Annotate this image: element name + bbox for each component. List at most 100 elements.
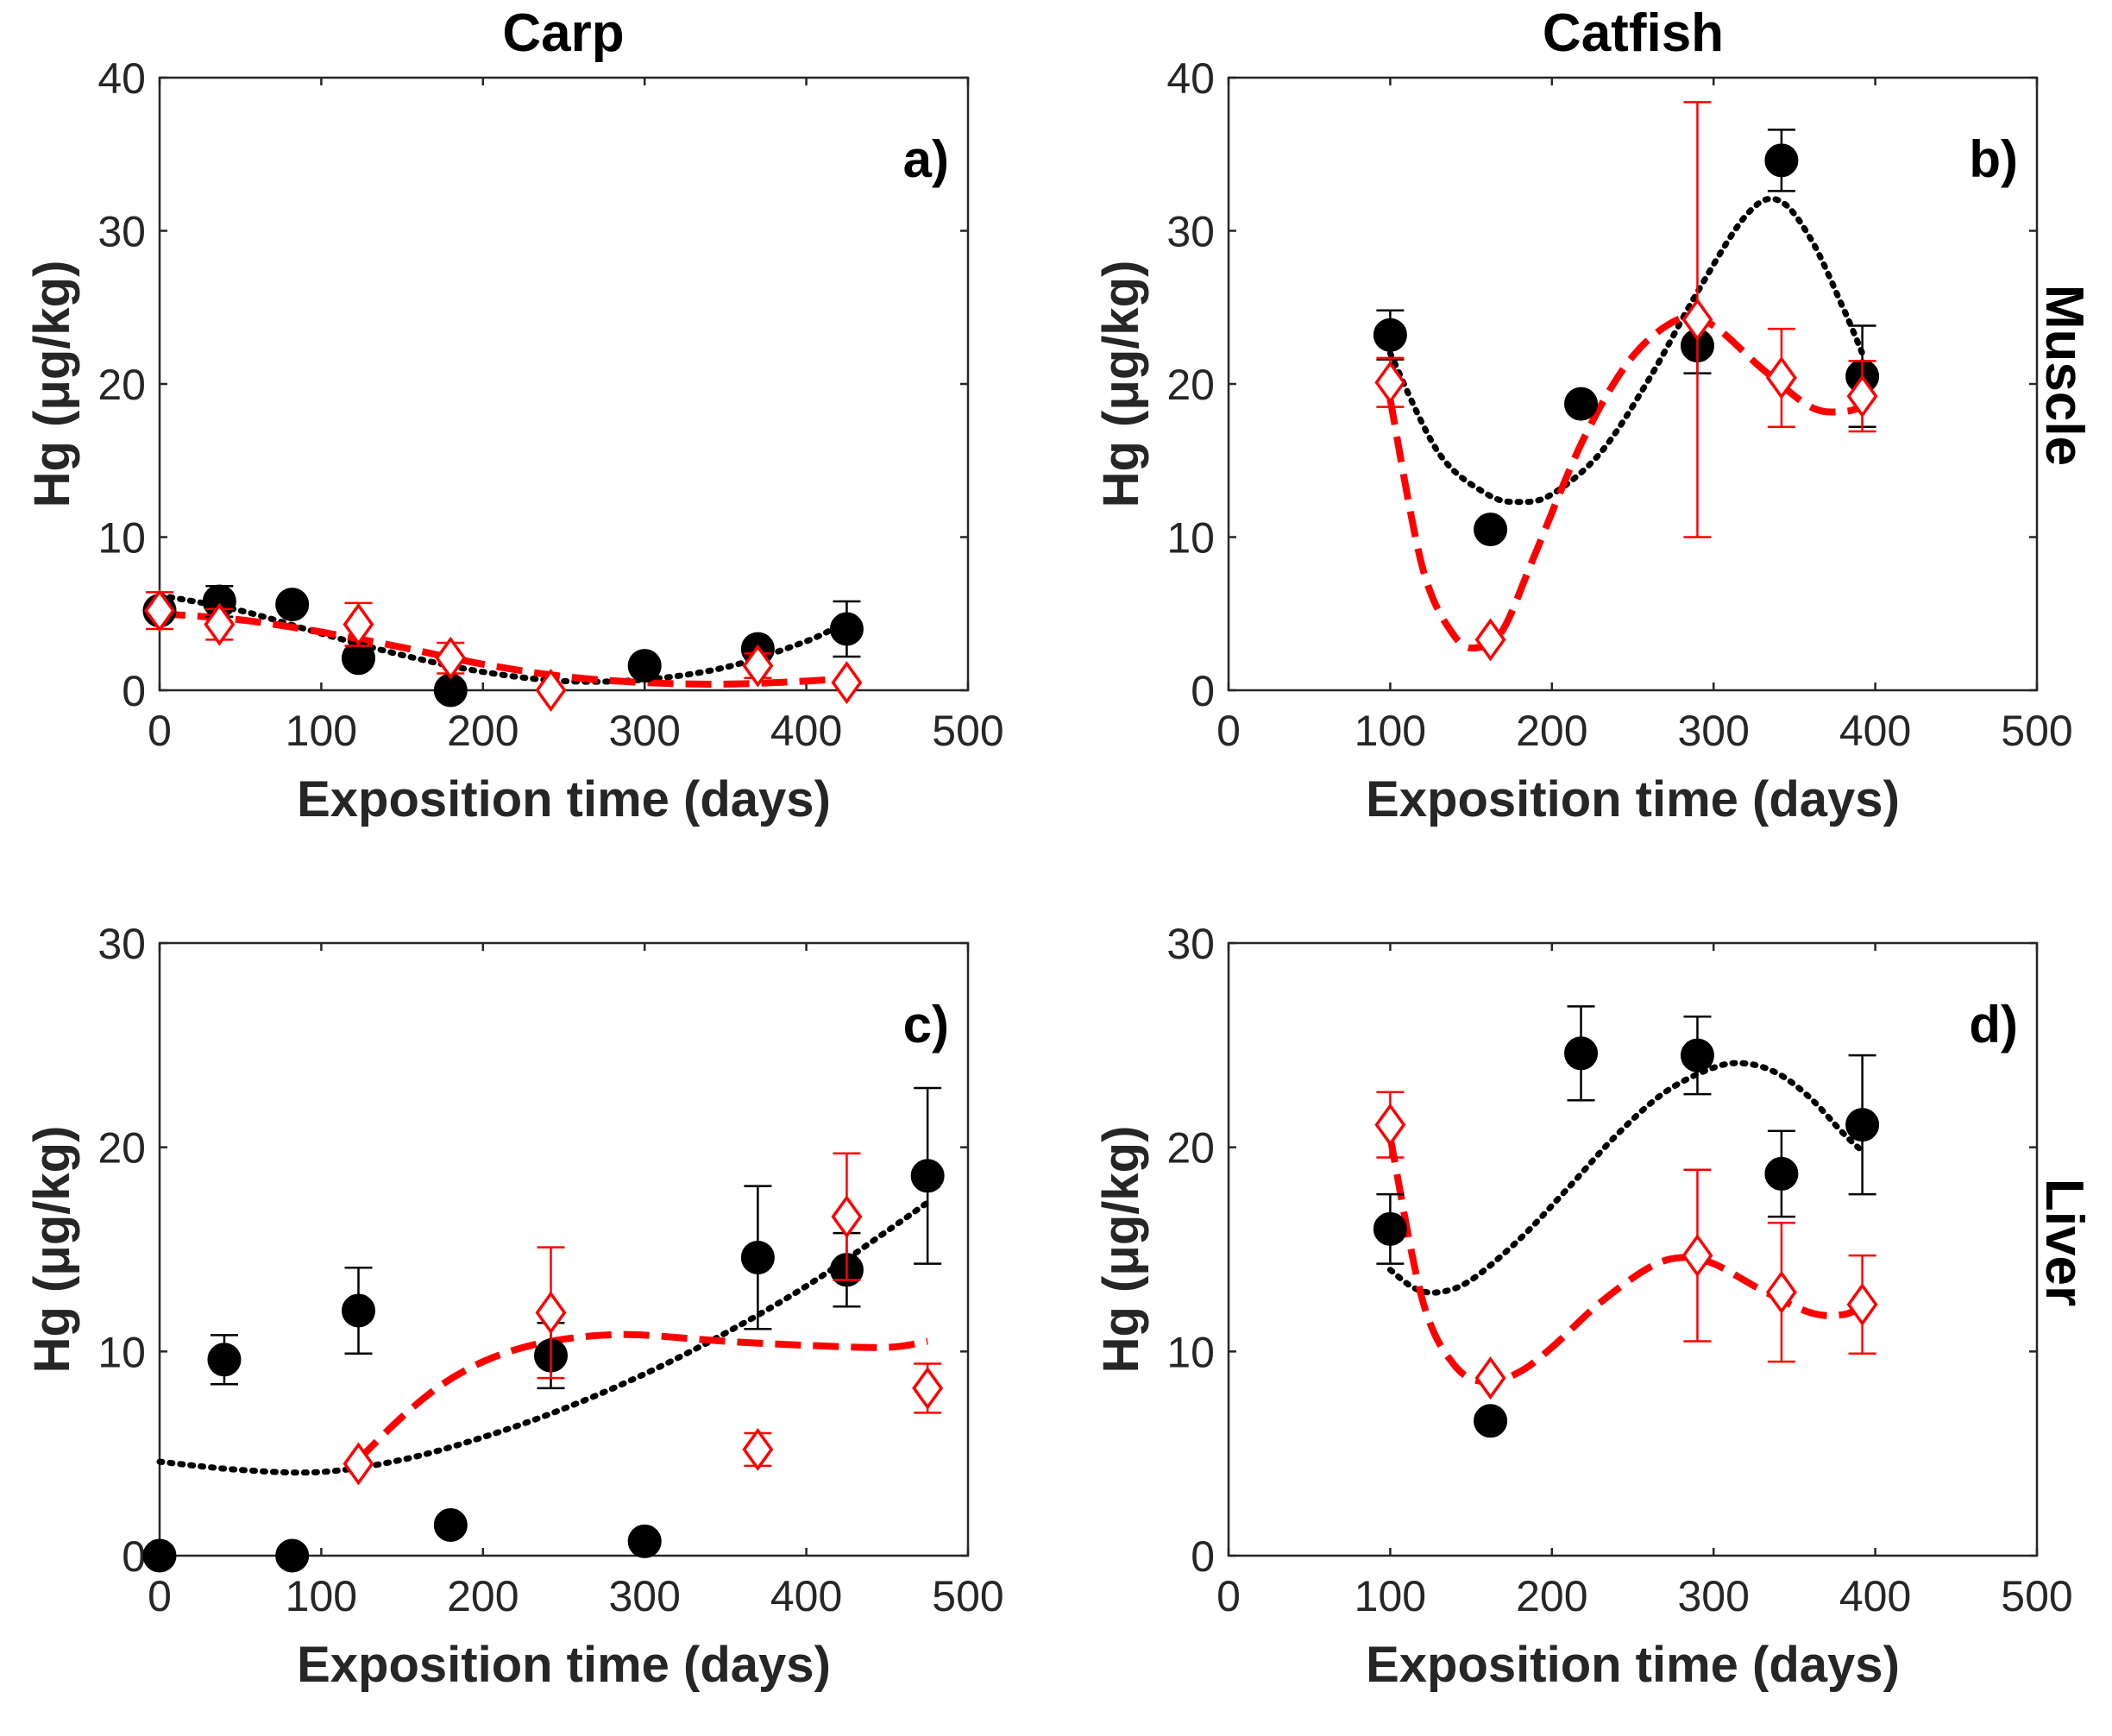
- x-tick-label: 400: [1839, 1572, 1911, 1620]
- y-axis-label: Hg (μg/kg): [24, 1126, 80, 1374]
- data-point-series-a: [207, 1343, 242, 1377]
- x-tick-label: 200: [1516, 1572, 1587, 1620]
- data-point-series-a: [1845, 1108, 1880, 1142]
- data-point-series-a: [740, 1240, 775, 1274]
- data-point-series-b: [1374, 361, 1406, 405]
- data-point-series-b: [435, 636, 467, 680]
- x-axis-label: Exposition time (days): [1366, 1637, 1900, 1693]
- data-point-series-a: [275, 1538, 310, 1573]
- fit-curve-series-b: [355, 1330, 928, 1462]
- data-point-series-b: [1374, 1103, 1406, 1147]
- row-label-liver: Liver: [2034, 1179, 2094, 1306]
- y-tick-label: 30: [97, 920, 146, 968]
- data-point-series-b: [742, 644, 774, 688]
- panel-d-catfish-liver: 0 100 200 300 400 500 0 10 20 30 Exposition time (…: [1093, 920, 2073, 1693]
- panel-a-carp-muscle: 0 100 200 300 400 500 0 10 20 30 40 Exposition time…: [24, 54, 1004, 827]
- x-tick-label: 500: [932, 707, 1003, 755]
- panel-b-catfish-muscle: 0 100 200 300 400 500 0 10 20 30 40 Exposition time…: [1093, 54, 2073, 827]
- data-point-series-b: [535, 1291, 567, 1335]
- x-tick-label: 100: [1355, 707, 1426, 755]
- data-point-series-a: [627, 649, 662, 683]
- data-point-series-b: [1765, 355, 1797, 399]
- data-point-series-a: [433, 1508, 468, 1542]
- data-point-series-b: [144, 588, 175, 632]
- fit-curve-series-a: [1386, 1060, 1866, 1296]
- panel-letter: a): [903, 130, 949, 188]
- row-label-muscle: Muscle: [2034, 285, 2094, 466]
- fit-curve-series-b: [1386, 312, 1864, 652]
- data-point-series-a: [910, 1159, 945, 1193]
- y-tick-label: 20: [1166, 361, 1215, 409]
- x-axis-label: Exposition time (days): [297, 1637, 831, 1693]
- data-point-series-b: [343, 1442, 374, 1486]
- x-tick-label: 400: [770, 1572, 842, 1620]
- y-tick-label: 0: [1191, 1532, 1215, 1581]
- panel-letter: d): [1969, 996, 2018, 1054]
- y-tick-label: 10: [1166, 1328, 1215, 1376]
- data-point-series-a: [142, 1538, 177, 1573]
- data-point-series-a: [1373, 318, 1407, 352]
- x-tick-label: 200: [447, 1572, 519, 1620]
- data-point-series-b: [1474, 1356, 1506, 1400]
- y-tick-label: 10: [97, 514, 146, 563]
- data-point-series-b: [1681, 298, 1713, 342]
- data-point-series-a: [627, 1524, 662, 1558]
- x-tick-label: 400: [1839, 707, 1911, 755]
- data-point-series-b: [912, 1366, 944, 1410]
- y-tick-label: 40: [1166, 54, 1215, 103]
- x-tick-label: 300: [1677, 707, 1749, 755]
- x-tick-label: 0: [1216, 707, 1241, 755]
- data-point-series-b: [343, 602, 374, 646]
- y-tick-label: 0: [1191, 667, 1215, 715]
- column-title-carp: Carp: [502, 3, 624, 63]
- fit-curve-series-a: [156, 592, 850, 685]
- x-tick-label: 100: [286, 707, 357, 755]
- y-tick-label: 0: [122, 1532, 146, 1581]
- y-axis-label: Hg (μg/kg): [1093, 261, 1149, 508]
- y-tick-label: 30: [1166, 208, 1215, 256]
- data-point-series-a: [1373, 1211, 1407, 1246]
- x-tick-label: 100: [1355, 1572, 1426, 1620]
- data-point-series-b: [742, 1427, 774, 1471]
- data-point-series-b: [1846, 1282, 1878, 1326]
- x-tick-label: 300: [608, 1572, 680, 1620]
- x-axis-label: Exposition time (days): [1366, 771, 1900, 827]
- panel-c-carp-liver: 0 100 200 300 400 500 0 10 20 30 Exposition time (…: [24, 920, 1004, 1693]
- data-point-series-a: [1764, 1156, 1799, 1191]
- data-point-series-b: [1474, 618, 1506, 662]
- y-tick-label: 30: [97, 208, 146, 256]
- y-tick-label: 20: [97, 361, 146, 409]
- data-point-series-b: [535, 669, 567, 712]
- y-axis-label: Hg (μg/kg): [24, 261, 80, 508]
- y-tick-label: 20: [1166, 1124, 1215, 1173]
- x-tick-label: 400: [770, 707, 842, 755]
- fit-curve-series-b: [159, 610, 847, 688]
- panel-letter: b): [1969, 130, 2018, 188]
- panel-letter: c): [903, 996, 949, 1054]
- x-tick-label: 200: [447, 707, 519, 755]
- data-point-series-a: [1764, 143, 1799, 178]
- data-point-series-a: [342, 1293, 376, 1328]
- y-tick-label: 10: [1166, 514, 1215, 563]
- data-point-series-a: [1474, 1404, 1508, 1438]
- plot-frame: [158, 941, 970, 1557]
- x-tick-label: 500: [2001, 1572, 2072, 1620]
- x-tick-label: 0: [148, 1572, 172, 1620]
- y-tick-label: 10: [97, 1328, 146, 1376]
- y-tick-label: 40: [97, 54, 146, 103]
- data-point-series-a: [829, 612, 864, 646]
- x-tick-label: 500: [932, 1572, 1003, 1620]
- x-tick-label: 300: [608, 707, 680, 755]
- x-tick-label: 0: [1216, 1572, 1241, 1620]
- data-point-series-a: [275, 588, 310, 622]
- x-tick-label: 0: [148, 707, 172, 755]
- data-point-series-b: [1846, 374, 1878, 418]
- x-tick-label: 500: [2001, 707, 2072, 755]
- plot-frame: [1227, 76, 2039, 692]
- data-point-series-b: [831, 661, 863, 705]
- y-tick-label: 30: [1166, 920, 1215, 968]
- x-tick-label: 100: [286, 1572, 357, 1620]
- y-tick-label: 0: [122, 667, 146, 715]
- fit-curve-series-a: [1386, 195, 1866, 506]
